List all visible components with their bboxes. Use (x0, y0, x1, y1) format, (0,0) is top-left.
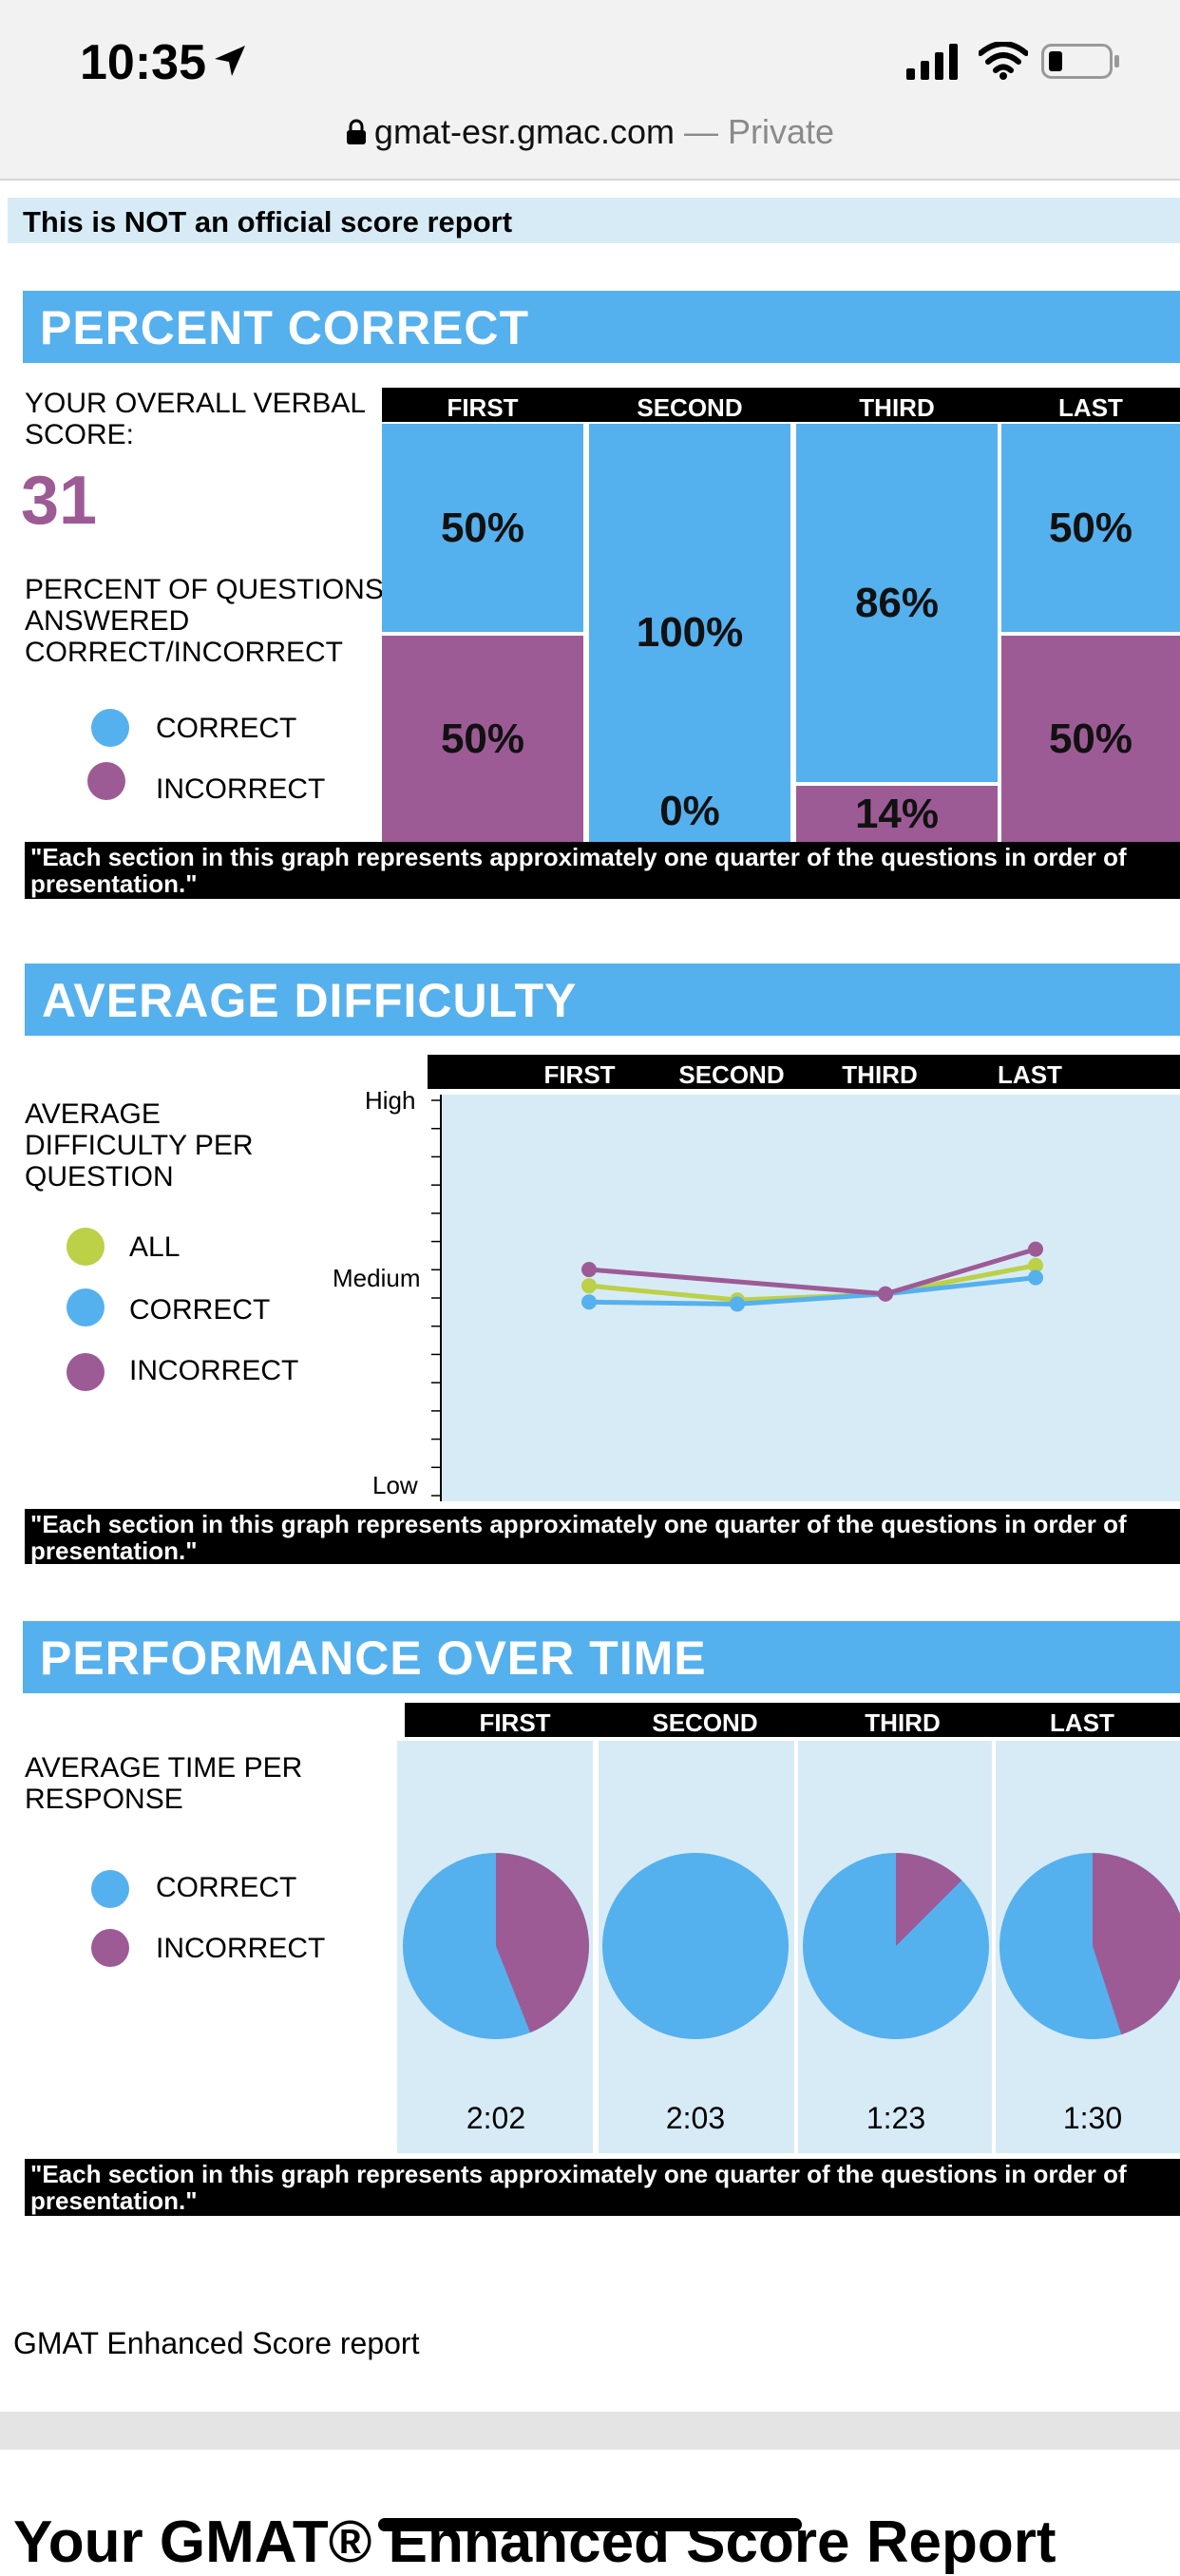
point-correct (581, 1294, 597, 1310)
point-incorrect (878, 1286, 893, 1302)
notice-text: This is NOT an official score report (23, 205, 513, 239)
location-arrow-icon (215, 46, 245, 76)
difficulty-description: AVERAGE DIFFICULTY PER QUESTION (25, 1098, 254, 1193)
percent-description: PERCENT OF QUESTIONS ANSWERED CORRECT/IN… (25, 574, 384, 668)
bar-incorrect-third: 14% (796, 786, 998, 843)
correct-pct-label: 86% (854, 579, 940, 626)
legend-incorrect-label: INCORRECT (129, 1355, 299, 1386)
avg-time-second: 2:03 (666, 2101, 725, 2135)
col-first: FIRST (543, 1060, 616, 1089)
legend-incorrect-dot (67, 1353, 105, 1391)
percent-column-headers: FIRST SECOND THIRD LAST (382, 388, 1180, 422)
point-correct (730, 1296, 745, 1312)
difficulty-column-headers: FIRST SECOND THIRD LAST (428, 1055, 1180, 1089)
performance-description: AVERAGE TIME PER RESPONSE (25, 1752, 303, 1815)
bar-incorrect-first: 50% (382, 636, 583, 843)
col-third: THIRD (842, 1060, 918, 1089)
url-text: gmat-esr.gmac.com (373, 112, 676, 151)
pie-correct-second (602, 1853, 789, 2039)
legend-incorrect-label: INCORRECT (156, 773, 326, 805)
overall-score-label: YOUR OVERALL VERBAL SCORE: (25, 388, 365, 450)
section-title: AVERAGE DIFFICULTY (42, 974, 578, 1027)
footer-text: GMAT Enhanced Score report (13, 2326, 420, 2360)
col-first: FIRST (479, 1708, 551, 1737)
avg-time-first: 2:02 (466, 2101, 525, 2135)
bar-incorrect-last: 50% (1001, 636, 1180, 843)
signal-icon (906, 44, 958, 80)
point-correct (1028, 1269, 1043, 1286)
col-second: SECOND (678, 1060, 785, 1089)
avg-time-third: 1:23 (866, 2101, 925, 2135)
performance-column-headers: FIRST SECOND THIRD LAST (405, 1703, 1180, 1737)
average-difficulty-chart (431, 1095, 1180, 1501)
performance-chart: 2:02 2:03 1:23 1:30 (397, 1741, 1180, 2153)
incorrect-pct-label: 14% (854, 791, 940, 837)
y-label-low: Low (372, 1471, 418, 1499)
section-title: PERFORMANCE OVER TIME (40, 1631, 707, 1685)
pie-incorrect-first (496, 1853, 590, 2033)
incorrect-pct-label: 0% (659, 788, 720, 834)
address-bar[interactable]: gmat-esr.gmac.com — Private (0, 112, 1180, 152)
col-last: LAST (1058, 393, 1123, 422)
col-last: LAST (1050, 1708, 1114, 1737)
legend-incorrect-label: INCORRECT (156, 1933, 326, 1964)
col-first: FIRST (447, 393, 519, 422)
correct-pct-label: 100% (636, 608, 744, 656)
percent-footnote: "Each section in this graph represents a… (25, 842, 1180, 899)
battery-icon (1041, 44, 1119, 79)
bar-correct-second: 100% 0% (589, 424, 790, 843)
percent-correct-header: PERCENT CORRECT (23, 291, 1180, 363)
legend-correct-label: CORRECT (129, 1294, 271, 1326)
col-third: THIRD (859, 393, 935, 422)
bar-correct-last: 50% (1001, 424, 1180, 632)
clock: 10:35 (80, 35, 206, 90)
overall-score-value: 31 (21, 463, 98, 539)
col-third: THIRD (865, 1708, 941, 1737)
point-all (1028, 1257, 1043, 1273)
correct-pct-label: 50% (1048, 504, 1133, 551)
legend-correct-dot (67, 1288, 105, 1326)
wifi-icon (979, 42, 1028, 80)
pie-incorrect-last (1093, 1853, 1180, 2035)
incorrect-pct-label: 50% (1048, 716, 1133, 762)
home-indicator[interactable] (378, 2518, 802, 2531)
not-official-banner: This is NOT an official score report (8, 198, 1180, 243)
col-second: SECOND (652, 1708, 758, 1737)
private-label: — Private (684, 112, 835, 151)
section-title: PERCENT CORRECT (40, 301, 530, 354)
point-incorrect (581, 1262, 597, 1278)
legend-all-label: ALL (129, 1231, 181, 1263)
performance-footnote: "Each section in this graph represents a… (25, 2159, 1180, 2216)
legend-all-dot (67, 1228, 105, 1266)
browser-status-bar: 10:35 gmat-esr.gmac.com — Private (0, 0, 1180, 181)
legend-correct-label: CORRECT (156, 1872, 297, 1903)
avg-time-last: 1:30 (1063, 2101, 1122, 2135)
bar-correct-first: 50% (382, 424, 583, 632)
point-incorrect (1028, 1241, 1043, 1257)
y-label-medium: Medium (333, 1264, 421, 1292)
correct-pct-label: 50% (440, 504, 525, 551)
y-label-high: High (365, 1086, 416, 1115)
page-divider (0, 2412, 1180, 2450)
percent-correct-chart: 50% 50% 100% 0% 86% 14% 50% 50% (382, 424, 1180, 843)
legend-incorrect-dot (91, 1929, 129, 1967)
legend-correct-dot (91, 1870, 129, 1908)
col-last: LAST (998, 1060, 1062, 1089)
legend-correct-label: CORRECT (156, 713, 297, 744)
difficulty-footnote: "Each section in this graph represents a… (25, 1509, 1180, 1564)
bar-correct-third: 86% (796, 424, 998, 782)
line-correct (588, 1275, 1037, 1307)
pie-incorrect-third (896, 1853, 962, 1946)
incorrect-pct-label: 50% (440, 716, 525, 762)
legend-correct-dot (91, 709, 129, 747)
lock-icon (346, 119, 366, 144)
point-all (581, 1278, 597, 1294)
legend-incorrect-dot (87, 762, 125, 800)
col-second: SECOND (637, 393, 743, 422)
performance-header: PERFORMANCE OVER TIME (23, 1621, 1180, 1693)
average-difficulty-header: AVERAGE DIFFICULTY (25, 964, 1180, 1036)
